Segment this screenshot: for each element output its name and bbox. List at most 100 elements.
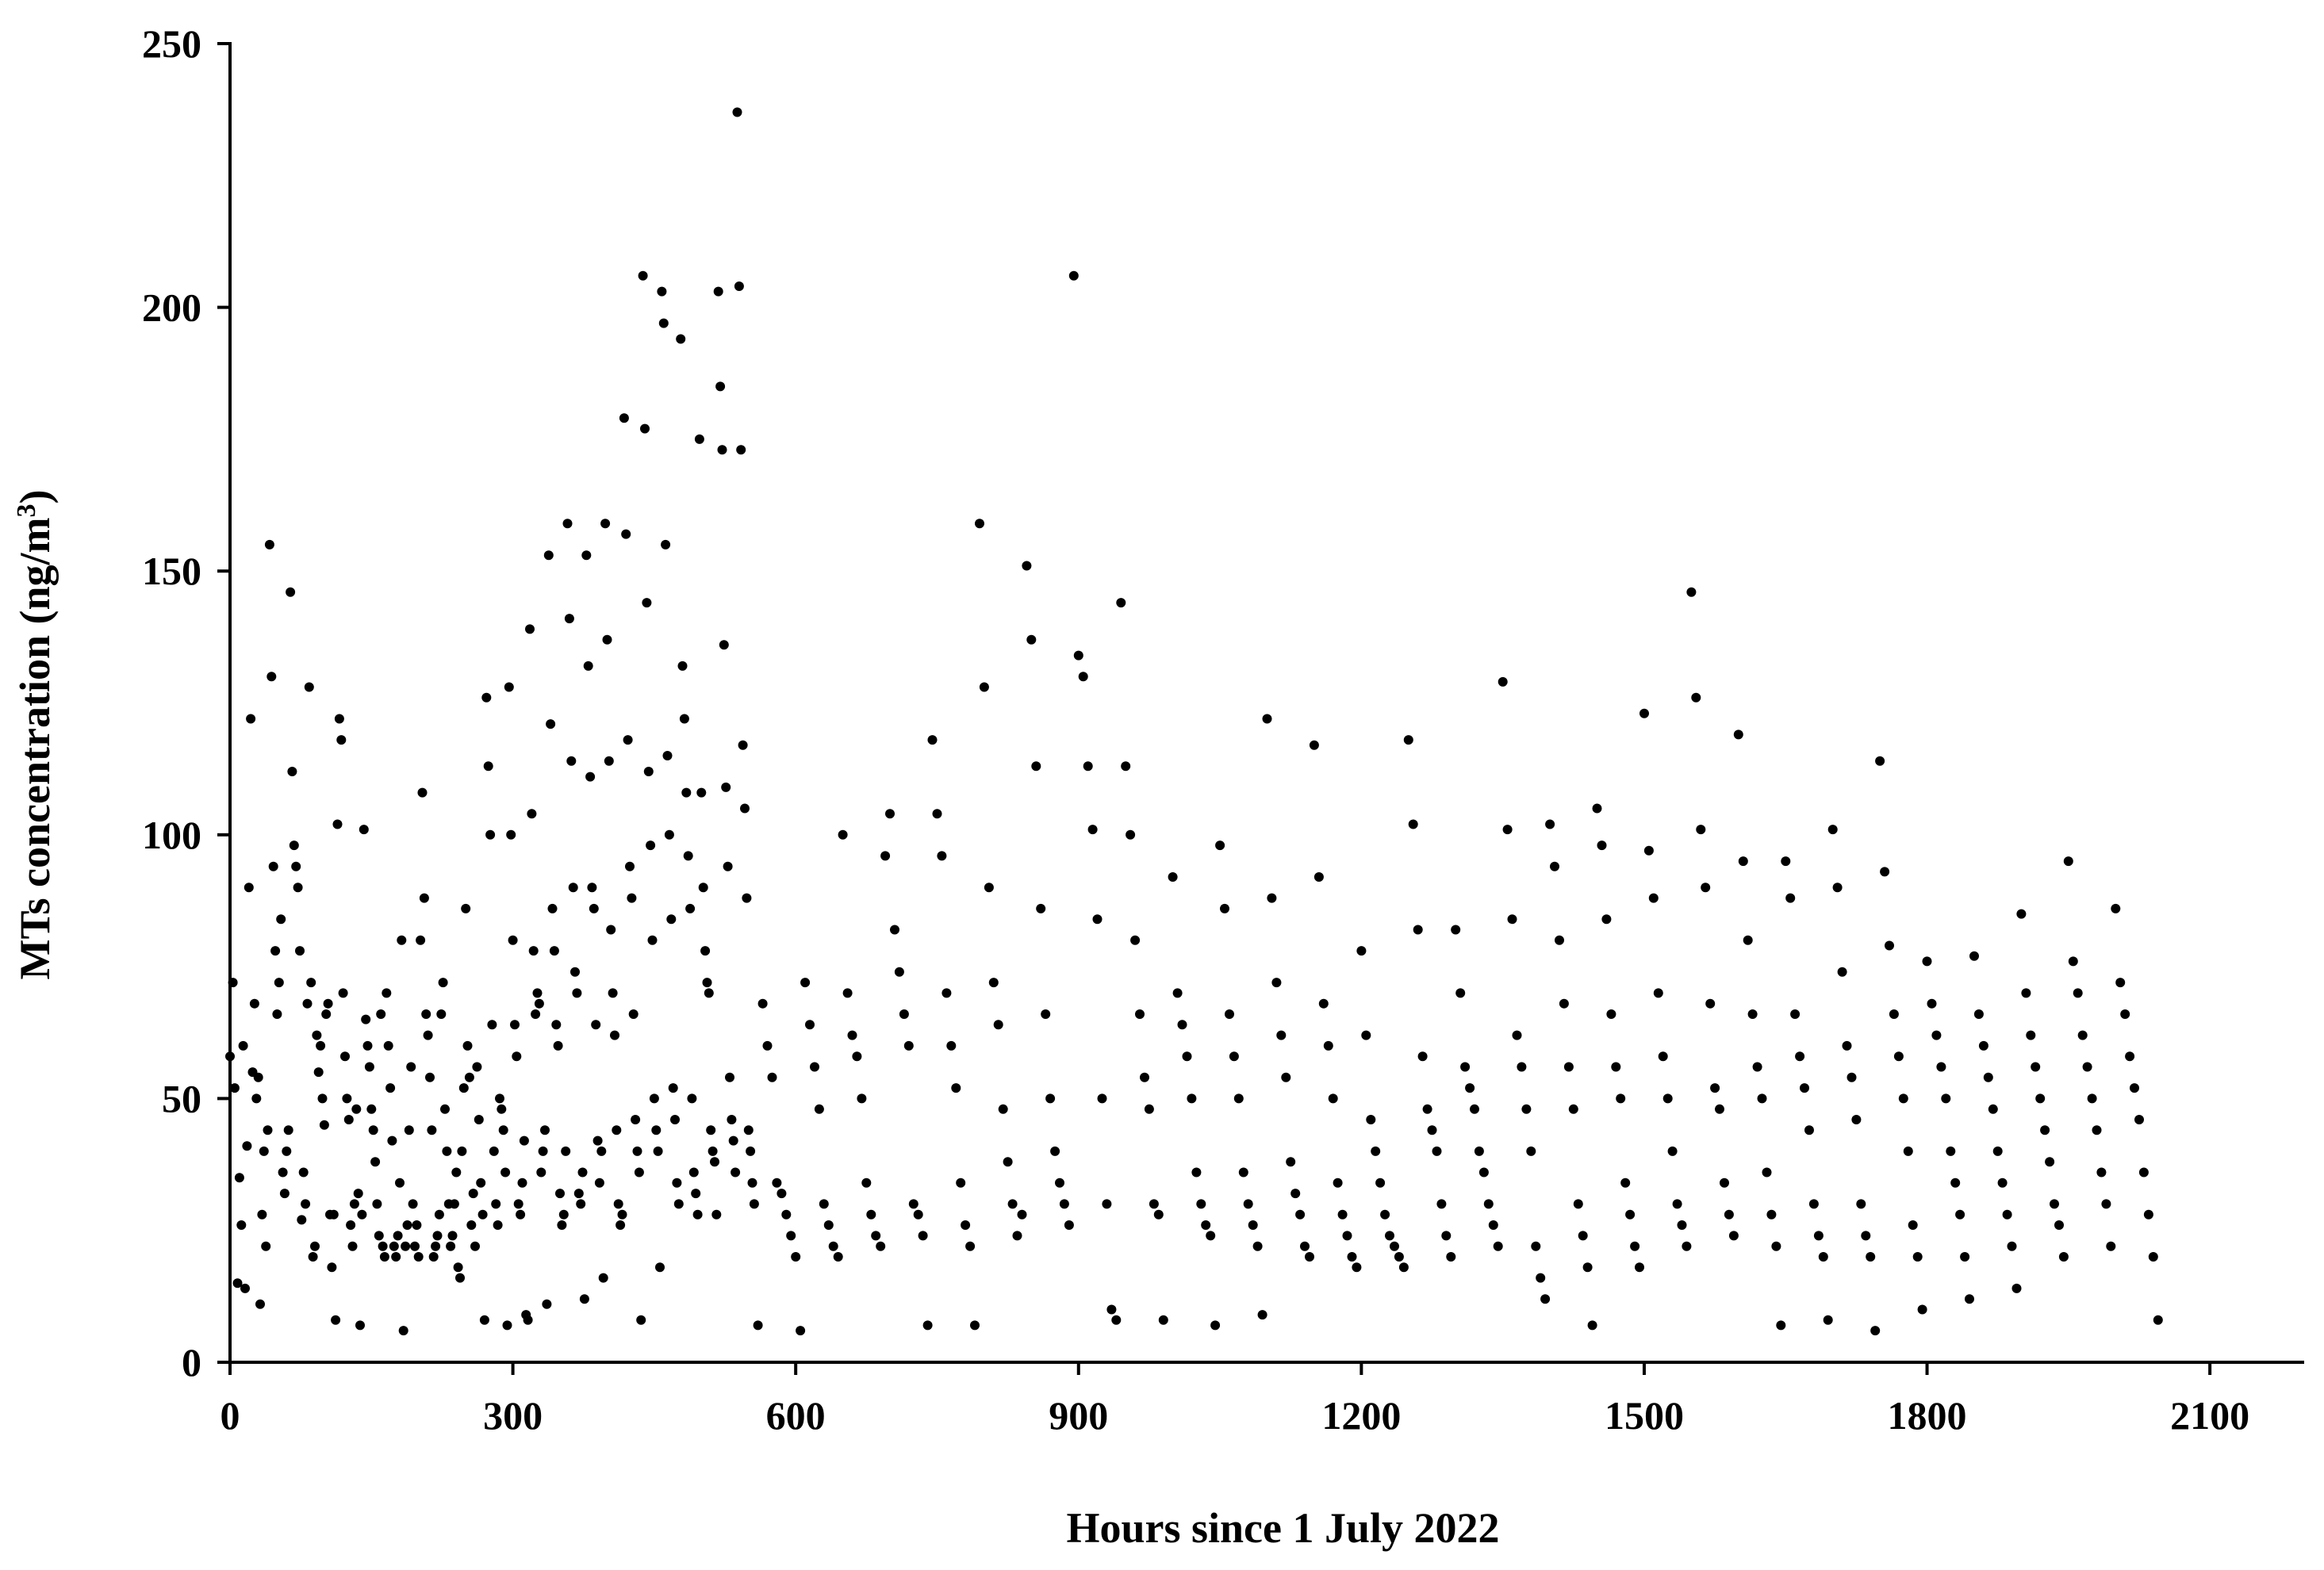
data-point (1578, 1231, 1588, 1241)
data-point (653, 1146, 663, 1156)
data-point (1451, 925, 1461, 935)
data-point (246, 714, 256, 724)
data-point (1710, 1083, 1720, 1093)
data-point (286, 587, 296, 597)
data-point (508, 935, 518, 945)
data-point (2021, 988, 2031, 998)
data-point (666, 914, 677, 925)
data-point (1286, 1157, 1296, 1167)
data-point (1978, 1040, 1988, 1051)
data-point (1427, 1125, 1437, 1135)
data-point (232, 1278, 243, 1289)
data-point (2134, 1115, 2144, 1124)
data-point (1738, 856, 1748, 867)
data-point (566, 756, 577, 766)
data-point (1931, 1030, 1942, 1040)
data-point (598, 1273, 608, 1283)
data-point (442, 1146, 452, 1156)
data-point (543, 550, 554, 561)
data-point (1026, 634, 1037, 645)
data-point (1512, 1030, 1522, 1040)
data-point (772, 1178, 782, 1188)
data-point (1880, 867, 1890, 877)
data-point (1398, 1262, 1409, 1273)
data-point (1747, 1009, 1758, 1019)
data-point (1073, 650, 1083, 661)
data-point (1672, 1199, 1682, 1209)
data-point (899, 1009, 909, 1019)
data-point (470, 1241, 480, 1251)
y-axis-title-main: MTs concentration (ng/m (11, 517, 59, 979)
data-point (1116, 598, 1126, 608)
data-point (342, 1093, 352, 1104)
data-point (965, 1241, 976, 1251)
data-point (1474, 1146, 1484, 1156)
data-point (477, 1209, 488, 1220)
data-point (728, 1135, 738, 1146)
data-point (423, 1030, 433, 1040)
data-point (1106, 1304, 1117, 1315)
data-point (1555, 935, 1564, 945)
data-point (1866, 1252, 1876, 1262)
data-point (1597, 841, 1607, 851)
data-point (746, 1146, 756, 1156)
data-point (525, 624, 535, 634)
data-point (502, 1320, 512, 1331)
data-point (1582, 1262, 1593, 1273)
data-point (431, 1241, 441, 1251)
data-point (1153, 1209, 1164, 1220)
data-point (1601, 914, 1612, 925)
data-point (1045, 1093, 1056, 1104)
data-point (244, 883, 254, 893)
data-point (1191, 1167, 1202, 1178)
data-point (717, 445, 727, 455)
x-tick-label: 1500 (1605, 1393, 1684, 1438)
data-point (781, 1209, 792, 1220)
data-point (531, 1009, 541, 1019)
data-point (908, 1199, 918, 1209)
data-point (625, 861, 635, 871)
data-point (2035, 1093, 2046, 1104)
data-point (427, 1125, 437, 1135)
data-point (946, 1040, 957, 1051)
data-point (1592, 803, 1602, 814)
data-point (347, 1241, 358, 1251)
data-point (1215, 841, 1225, 851)
data-point (970, 1320, 980, 1331)
data-point (731, 1167, 741, 1178)
data-point (1083, 761, 1093, 772)
data-point (1446, 1252, 1456, 1262)
data-point (1022, 561, 1032, 571)
data-point (679, 714, 689, 724)
data-point (647, 935, 658, 945)
data-point (710, 1157, 719, 1167)
data-point (1635, 1262, 1644, 1273)
data-point (458, 1083, 469, 1093)
data-point (238, 1040, 248, 1051)
data-point (1762, 1167, 1772, 1178)
data-point (1078, 672, 1088, 682)
data-point (323, 998, 333, 1009)
data-point (661, 539, 671, 550)
data-point (387, 1135, 397, 1146)
data-point (1927, 998, 1937, 1009)
data-point (1361, 1030, 1371, 1040)
data-point (536, 1167, 546, 1178)
data-point (1691, 692, 1701, 703)
data-point (301, 1199, 311, 1209)
data-point (1696, 825, 1706, 835)
data-point (1686, 587, 1697, 597)
data-point (753, 1320, 763, 1331)
data-point (1950, 1178, 1961, 1188)
data-point (677, 661, 688, 671)
data-point (259, 1146, 269, 1156)
data-point (1842, 1040, 1852, 1051)
data-point (264, 539, 274, 550)
data-point (998, 1104, 1008, 1114)
data-point (327, 1262, 337, 1273)
data-point (270, 946, 281, 956)
data-point (513, 1199, 523, 1209)
y-tick-label: 250 (142, 21, 201, 66)
data-point (2040, 1125, 2050, 1135)
data-point (640, 423, 650, 434)
